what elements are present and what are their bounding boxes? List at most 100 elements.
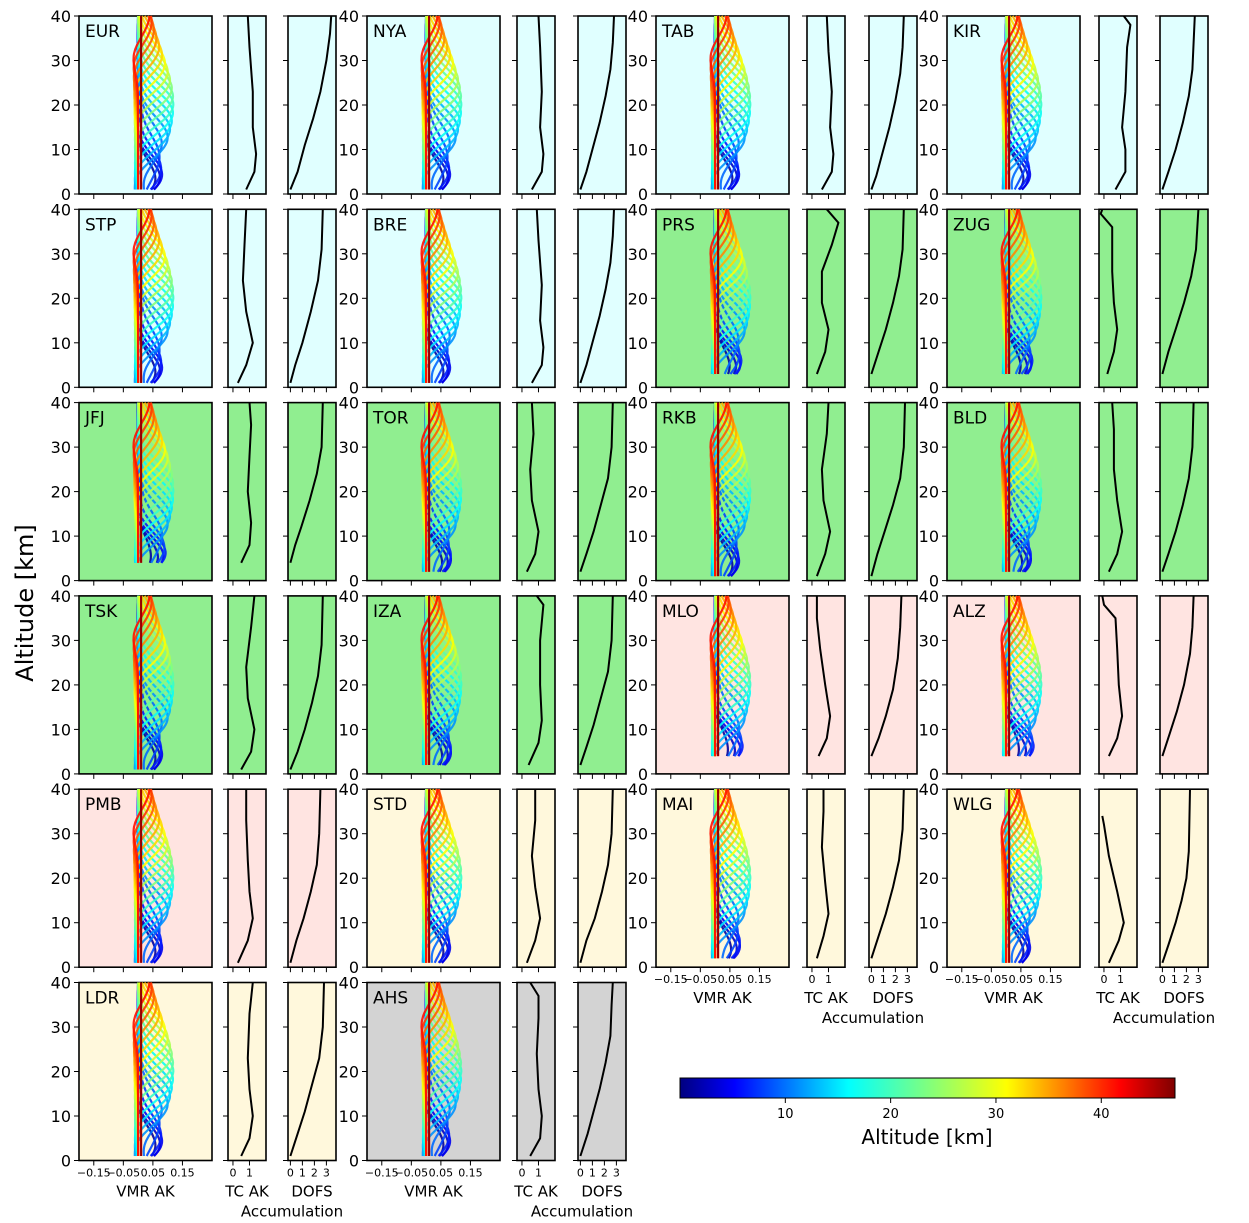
station-label-pmb: PMB (85, 795, 122, 815)
y-tick-label: 0 (61, 958, 71, 977)
xlabel-tc-ak: TC AK (224, 1183, 270, 1201)
y-tick-label: 40 (628, 200, 648, 219)
station-label-bre: BRE (373, 215, 407, 235)
y-tick-label: 0 (61, 185, 71, 204)
xlabel-tc-ak: TC AK (513, 1183, 559, 1201)
vmr-ahs-xtick-label: 0.15 (458, 1167, 483, 1180)
y-tick-label: 10 (919, 914, 939, 933)
dofs-mai-xtick-label: 3 (904, 973, 911, 986)
station-label-eur: EUR (85, 22, 120, 42)
y-tick-label: 10 (339, 720, 359, 739)
station-label-jfj: JFJ (84, 409, 105, 429)
vmr-ak-curves-nya (420, 15, 463, 191)
xlabel-dofs: DOFS (1163, 989, 1204, 1007)
dofs-line-ldr (289, 982, 325, 1157)
y-tick-label: 0 (638, 765, 648, 784)
tc-ak-line-kir (1114, 15, 1132, 190)
station-label-prs: PRS (662, 215, 695, 235)
dofs-panel-std (577, 788, 627, 969)
y-tick-label: 30 (339, 438, 359, 457)
y-tick-label: 0 (638, 958, 648, 977)
y-tick-label: 20 (628, 96, 648, 115)
tc-ak-line-ldr (240, 982, 254, 1157)
xlabel-dofs: DOFS (872, 989, 913, 1007)
tc-ldr-xtick-label: 1 (246, 1167, 253, 1180)
station-label-tor: TOR (372, 409, 409, 429)
tc-ak-line-tab (821, 15, 835, 190)
station-label-ldr: LDR (85, 989, 120, 1009)
station-label-tsk: TSK (84, 602, 118, 622)
dofs-ldr-xtick-label: 3 (323, 1167, 330, 1180)
vmr-ak-curve (1000, 789, 1019, 963)
y-tick-label: 30 (51, 438, 71, 457)
y-tick-label: 0 (61, 378, 71, 397)
dofs-panel-ahs (577, 981, 627, 1162)
y-tick-label: 0 (638, 185, 648, 204)
y-tick-label: 40 (339, 200, 359, 219)
vmr-ldr-xtick-label: −0.05 (106, 1167, 140, 1180)
y-tick-label: 20 (339, 676, 359, 695)
y-tick-label: 20 (919, 289, 939, 308)
y-tick-label: 20 (339, 483, 359, 502)
vmr-ak-curve (1000, 595, 1019, 757)
vmr-wlg-xtick-label: 0.15 (1038, 973, 1063, 986)
xlabel-dofs: DOFS (291, 1183, 332, 1201)
y-tick-label: 40 (919, 200, 939, 219)
colorbar-gradient (679, 1077, 1176, 1099)
vmr-ak-curves-stp (132, 208, 175, 384)
vmr-ak-curve (420, 15, 439, 190)
vmr-ak-curves-mai (709, 788, 752, 960)
y-tick-label: 40 (339, 780, 359, 799)
y-tick-label: 10 (628, 914, 648, 933)
station-label-wlg: WLG (953, 795, 992, 815)
vmr-mai-xtick-label: −0.05 (683, 973, 717, 986)
y-tick-label: 20 (628, 289, 648, 308)
tc-ak-line-stp (236, 209, 254, 384)
vmr-ak-curve (1001, 209, 1043, 375)
vmr-ak-curves-pmb (132, 788, 175, 964)
tc-mai-xtick-label: 0 (808, 973, 815, 986)
vmr-ak-curves-std (420, 788, 463, 964)
y-tick-label: 20 (51, 869, 71, 888)
y-tick-label: 30 (51, 825, 71, 844)
y-tick-label: 0 (929, 378, 939, 397)
station-label-nya: NYA (373, 22, 407, 42)
y-axis-title: Altitude [km] (11, 524, 39, 681)
xlabel-vmr-ak: VMR AK (404, 1183, 464, 1201)
station-label-rkb: RKB (662, 409, 697, 429)
y-tick-label: 0 (61, 572, 71, 591)
tc-ak-line-eur (245, 15, 258, 190)
y-tick-label: 0 (349, 185, 359, 204)
tc-ak-line-bld (1107, 402, 1124, 573)
colorbar: Altitude [km] 10 20 30 40 (679, 1077, 1176, 1149)
y-tick-label: 10 (51, 1107, 71, 1126)
y-tick-label: 40 (339, 974, 359, 993)
tc-ak-line-pmb (236, 789, 254, 964)
tc-ak-line-jfj (240, 402, 253, 564)
y-tick-label: 10 (919, 334, 939, 353)
tc-panel-tab (806, 15, 846, 195)
xlabel-vmr-ak: VMR AK (693, 989, 753, 1007)
y-tick-label: 30 (919, 825, 939, 844)
dofs-panel-bld (1159, 401, 1209, 582)
vmr-mai-xtick-label: −0.15 (654, 973, 688, 986)
colorbar-tick-label: 10 (777, 1107, 794, 1122)
y-tick-label: 10 (51, 914, 71, 933)
vmr-ak-curves-tsk (132, 595, 175, 771)
vmr-ak-curves-jfj (132, 402, 175, 564)
y-tick-label: 20 (919, 869, 939, 888)
colorbar-title: Altitude [km] (861, 1125, 992, 1149)
dofs-line-tor (579, 402, 614, 573)
tc-ldr-xtick-label: 0 (229, 1167, 236, 1180)
vmr-ahs-xtick-label: −0.05 (394, 1167, 428, 1180)
y-tick-label: 30 (919, 245, 939, 264)
station-label-mlo: MLO (662, 602, 699, 622)
tc-ak-line-mai (815, 789, 830, 959)
y-tick-label: 30 (339, 245, 359, 264)
station-label-std: STD (373, 795, 407, 815)
y-tick-label: 40 (51, 200, 71, 219)
dofs-mai-xtick-label: 2 (892, 973, 899, 986)
y-tick-label: 20 (51, 676, 71, 695)
y-tick-label: 30 (51, 245, 71, 264)
